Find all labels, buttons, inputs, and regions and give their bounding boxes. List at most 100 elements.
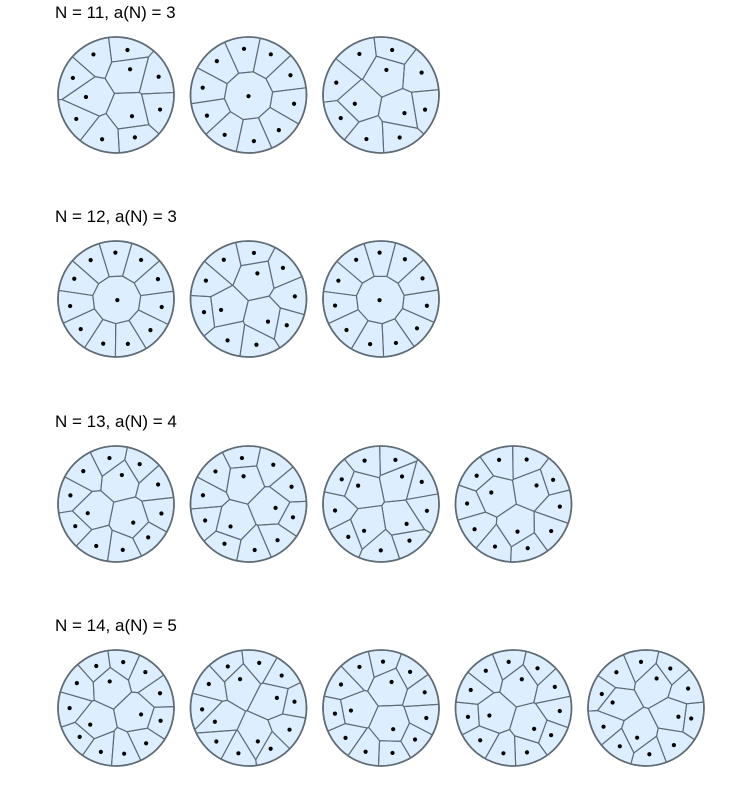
cell-edge <box>336 260 363 284</box>
cell-edge <box>502 664 524 681</box>
cell-edge <box>223 681 228 701</box>
cell-edge <box>343 121 360 141</box>
cell-edge <box>255 523 258 526</box>
cell-edge <box>350 508 359 520</box>
cell-edge <box>256 465 266 488</box>
cell-edge <box>236 729 257 761</box>
disk-boundary <box>454 649 573 767</box>
cell-edge <box>381 501 385 506</box>
cell-edge <box>534 510 569 524</box>
cell-edges <box>58 243 174 357</box>
site-point <box>483 668 488 673</box>
cell-edge <box>100 490 115 503</box>
site-point <box>67 705 72 711</box>
site-point <box>289 484 294 489</box>
cell-edge <box>232 284 249 302</box>
cell-edge <box>225 468 231 493</box>
voronoi-diagram <box>189 649 308 767</box>
site-point <box>393 340 399 346</box>
site-point <box>213 469 218 474</box>
cell-edge <box>335 58 362 80</box>
site-point <box>255 739 260 744</box>
cell-edge <box>106 530 113 562</box>
cell-edge <box>147 727 166 740</box>
site-point <box>201 310 207 315</box>
cell-edge <box>404 289 439 296</box>
cell-edge <box>132 537 143 557</box>
cell-edge <box>379 740 401 742</box>
site-point <box>72 276 77 281</box>
cell-edge <box>122 275 135 284</box>
site-point <box>88 258 93 263</box>
cell-edge <box>257 524 272 558</box>
site-point <box>222 541 227 546</box>
site-point <box>85 511 90 516</box>
cell-edge <box>289 500 307 503</box>
cell-edge <box>358 115 379 123</box>
site-point <box>98 749 103 754</box>
cell-edge <box>355 295 359 310</box>
cell-edge <box>417 127 425 135</box>
cell-edges <box>324 651 439 766</box>
site-point <box>200 493 206 498</box>
cell-edge <box>92 489 101 492</box>
cell-edge <box>621 727 635 754</box>
cell-edge <box>128 320 147 349</box>
row-title: N = 13, a(N) = 4 <box>55 412 177 431</box>
cell-edge <box>633 735 657 754</box>
cell-edge <box>323 290 357 297</box>
cell-edge <box>538 719 548 744</box>
site-point <box>336 278 341 283</box>
site-point <box>614 670 619 675</box>
cell-edge <box>648 696 669 710</box>
cell-edge <box>461 725 480 736</box>
cell-edge <box>267 260 275 289</box>
cell-edge <box>511 532 535 548</box>
cell-edge <box>324 695 341 701</box>
cell-edge <box>364 689 368 692</box>
cell-edge <box>367 677 375 692</box>
voronoi-diagram <box>322 240 440 358</box>
cell-edge <box>630 752 635 765</box>
site-point <box>203 278 208 283</box>
cell-edge <box>221 451 231 469</box>
cell-edge <box>246 683 262 711</box>
cell-edge <box>268 288 275 297</box>
site-point <box>352 101 357 106</box>
cell-edge <box>381 121 385 153</box>
site-point <box>222 132 227 137</box>
cell-edge <box>401 688 409 706</box>
site-point <box>94 543 99 549</box>
cell-edge <box>92 682 95 701</box>
site-point <box>668 666 673 671</box>
site-point <box>419 70 424 75</box>
voronoi-diagram <box>57 649 175 767</box>
cell-edge <box>133 282 142 296</box>
site-point <box>519 677 524 682</box>
site-point <box>424 715 429 721</box>
cell-edge <box>94 730 115 740</box>
cell-edge <box>114 91 140 94</box>
cell-edge <box>107 650 111 668</box>
cell-edge <box>124 459 140 484</box>
cell-edge <box>357 504 382 510</box>
cell-edge <box>91 524 110 531</box>
cell-edge <box>94 76 106 79</box>
cell-edge <box>522 651 527 665</box>
cell-edge <box>382 120 418 129</box>
cell-edge <box>667 696 687 705</box>
cell-edges <box>457 446 570 562</box>
cell-edge <box>344 471 355 497</box>
cell-edge <box>210 296 216 328</box>
site-point <box>146 535 151 540</box>
cell-edge <box>74 721 95 740</box>
cell-edge <box>238 71 254 74</box>
site-point <box>338 115 343 121</box>
site-point <box>206 681 211 687</box>
site-point <box>204 113 210 118</box>
cell-edge <box>381 87 403 98</box>
cell-edge <box>475 523 497 549</box>
row-1: N = 11, a(N) = 3 <box>55 3 440 154</box>
site-point <box>346 534 351 540</box>
site-point <box>125 47 130 53</box>
